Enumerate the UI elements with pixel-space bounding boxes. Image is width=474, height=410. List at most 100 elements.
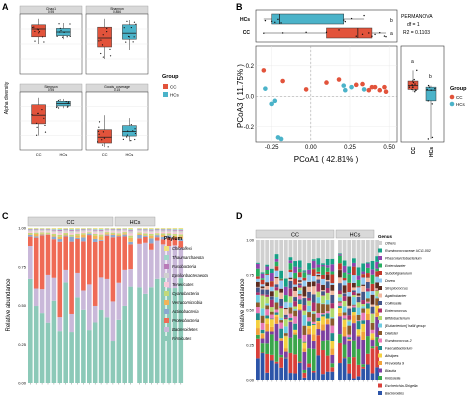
bar-segment: [143, 236, 148, 243]
bar-segment: [122, 234, 127, 237]
jitter-point: [31, 113, 33, 116]
legend-swatch: [378, 301, 382, 305]
bar-segment: [98, 230, 104, 233]
bar-segment: [279, 279, 284, 281]
legend-swatch: [164, 309, 169, 314]
bar-segment: [57, 228, 63, 229]
bar-segment: [279, 278, 284, 280]
bar-segment: [375, 268, 380, 272]
bar-segment: [149, 229, 154, 231]
bar-segment: [302, 277, 307, 281]
bar-segment: [375, 271, 380, 277]
bar-segment: [293, 286, 297, 291]
jitter-point: [98, 40, 100, 42]
bar-segment: [307, 325, 311, 329]
jitter-point: [59, 31, 61, 33]
bar-segment: [288, 277, 293, 280]
bar-segment: [274, 297, 279, 303]
top-box-label-hcs: HCs: [240, 17, 250, 23]
bar-segment: [365, 277, 370, 278]
bar-segment: [149, 230, 154, 233]
bar-segment: [293, 278, 297, 285]
bar-segment: [311, 294, 316, 303]
bar-segment: [338, 316, 342, 335]
bar-segment: [361, 240, 366, 264]
bar-segment: [311, 260, 316, 269]
top-sig-letter: b: [390, 18, 393, 24]
bar-segment: [260, 288, 265, 290]
bar-segment: [375, 288, 380, 290]
bar-segment: [137, 234, 142, 239]
bar-segment: [137, 231, 142, 233]
bar-segment: [279, 292, 284, 299]
bar-segment: [154, 230, 160, 232]
bar-segment: [63, 230, 68, 232]
side-jitter-point: [408, 86, 411, 88]
bar-segment: [293, 329, 297, 333]
point-cc: [336, 77, 342, 82]
legend-label: Prevotella 9: [385, 362, 404, 366]
bar-segment: [143, 230, 148, 232]
jitter-point: [100, 52, 102, 55]
jitter-point: [130, 26, 132, 29]
bar-segment: [330, 264, 335, 272]
legend-swatch: [378, 391, 382, 395]
jitter-point: [134, 128, 136, 130]
bar-segment: [51, 277, 57, 301]
bar-segment: [288, 313, 293, 318]
bar-segment: [143, 229, 148, 231]
bar-segment: [87, 229, 92, 230]
side-jitter-point: [414, 83, 416, 85]
bar-segment: [256, 240, 260, 263]
bar-segment: [33, 288, 39, 307]
panel-b-letter: B: [236, 2, 243, 12]
bar-segment: [116, 282, 122, 320]
bar-segment: [57, 234, 63, 237]
bar-segment: [260, 343, 265, 353]
bar-segment: [321, 349, 325, 375]
bar-segment: [104, 232, 110, 234]
point-cc: [383, 89, 389, 95]
bar-segment: [297, 295, 302, 300]
genus-legend-title: Genus: [378, 234, 393, 239]
bar-segment: [288, 302, 293, 308]
bar-segment: [307, 334, 311, 349]
bar-segment: [342, 306, 347, 313]
bar-segment: [352, 378, 356, 380]
bar-segment: [316, 355, 321, 380]
bar-segment: [69, 234, 74, 237]
bar-segment: [274, 361, 279, 364]
jitter-point: [107, 146, 109, 148]
legend-label: Klebsiella: [385, 377, 400, 381]
bar-segment: [283, 240, 288, 279]
bar-segment: [361, 277, 366, 285]
bar-segment: [307, 317, 311, 322]
bar-segment: [375, 298, 380, 306]
bar-segment: [63, 235, 68, 237]
side-jitter-point: [411, 84, 413, 86]
bar-segment: [365, 262, 370, 264]
bar-segment: [172, 228, 178, 229]
bar-segment: [365, 263, 370, 268]
bar-segment: [330, 325, 335, 334]
bar-segment: [122, 229, 127, 231]
bar-segment: [39, 228, 45, 229]
bar-segment: [51, 233, 57, 236]
bar-segment: [347, 296, 352, 306]
bar-segment: [69, 236, 74, 242]
bar-segment: [154, 228, 160, 229]
bar-segment: [352, 323, 356, 341]
bar-segment: [75, 239, 80, 273]
facet-title: Simpson: [44, 85, 57, 89]
bar-segment: [166, 233, 172, 236]
top-jitter-point: [350, 17, 353, 20]
legend-swatch: [378, 308, 382, 313]
bar-segment: [283, 357, 288, 359]
bar-segment: [370, 240, 375, 261]
bar-segment: [347, 373, 352, 380]
bar-segment: [342, 277, 347, 281]
legend-cc-label: CC: [170, 85, 177, 90]
bar-segment: [274, 312, 279, 315]
bar-segment: [307, 281, 311, 287]
jitter-point: [123, 27, 125, 29]
